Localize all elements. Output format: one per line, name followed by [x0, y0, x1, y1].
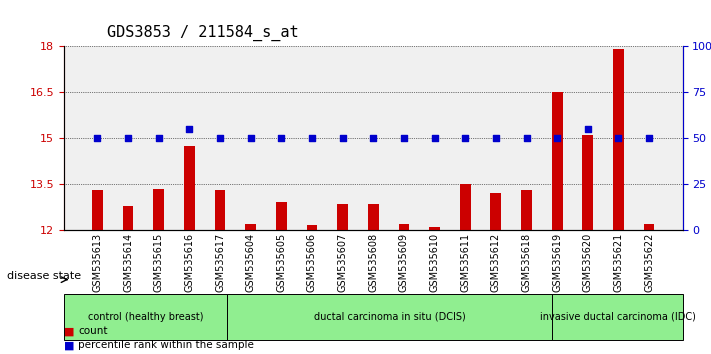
- Point: [582, 126, 594, 132]
- Point: [398, 135, 410, 141]
- Point: [337, 135, 348, 141]
- Point: [490, 135, 501, 141]
- Point: [613, 135, 624, 141]
- Point: [92, 135, 103, 141]
- Text: disease state: disease state: [7, 271, 81, 281]
- Text: ■: ■: [64, 326, 75, 336]
- Bar: [460, 184, 471, 230]
- Bar: [337, 204, 348, 230]
- Bar: [215, 190, 225, 230]
- Point: [153, 135, 164, 141]
- Text: control (healthy breast): control (healthy breast): [87, 312, 203, 322]
- Bar: [306, 225, 317, 230]
- Text: GDS3853 / 211584_s_at: GDS3853 / 211584_s_at: [107, 25, 299, 41]
- Bar: [123, 206, 134, 230]
- Bar: [399, 224, 410, 230]
- Text: percentile rank within the sample: percentile rank within the sample: [78, 341, 254, 350]
- Point: [214, 135, 225, 141]
- Bar: [368, 204, 379, 230]
- Bar: [154, 189, 164, 230]
- Point: [122, 135, 134, 141]
- Bar: [582, 135, 593, 230]
- Bar: [491, 193, 501, 230]
- Bar: [245, 224, 256, 230]
- Point: [521, 135, 533, 141]
- Text: ductal carcinoma in situ (DCIS): ductal carcinoma in situ (DCIS): [314, 312, 466, 322]
- Text: ■: ■: [64, 341, 75, 350]
- Point: [459, 135, 471, 141]
- Point: [643, 135, 655, 141]
- Text: count: count: [78, 326, 107, 336]
- Point: [552, 135, 563, 141]
- Bar: [276, 202, 287, 230]
- Point: [429, 135, 440, 141]
- Bar: [643, 224, 654, 230]
- Bar: [429, 227, 440, 230]
- Point: [245, 135, 257, 141]
- Bar: [92, 190, 103, 230]
- Point: [276, 135, 287, 141]
- Point: [183, 126, 195, 132]
- Bar: [552, 92, 562, 230]
- Bar: [521, 190, 532, 230]
- Point: [368, 135, 379, 141]
- Point: [306, 135, 318, 141]
- Text: invasive ductal carcinoma (IDC): invasive ductal carcinoma (IDC): [540, 312, 695, 322]
- Bar: [613, 49, 624, 230]
- Bar: [184, 146, 195, 230]
